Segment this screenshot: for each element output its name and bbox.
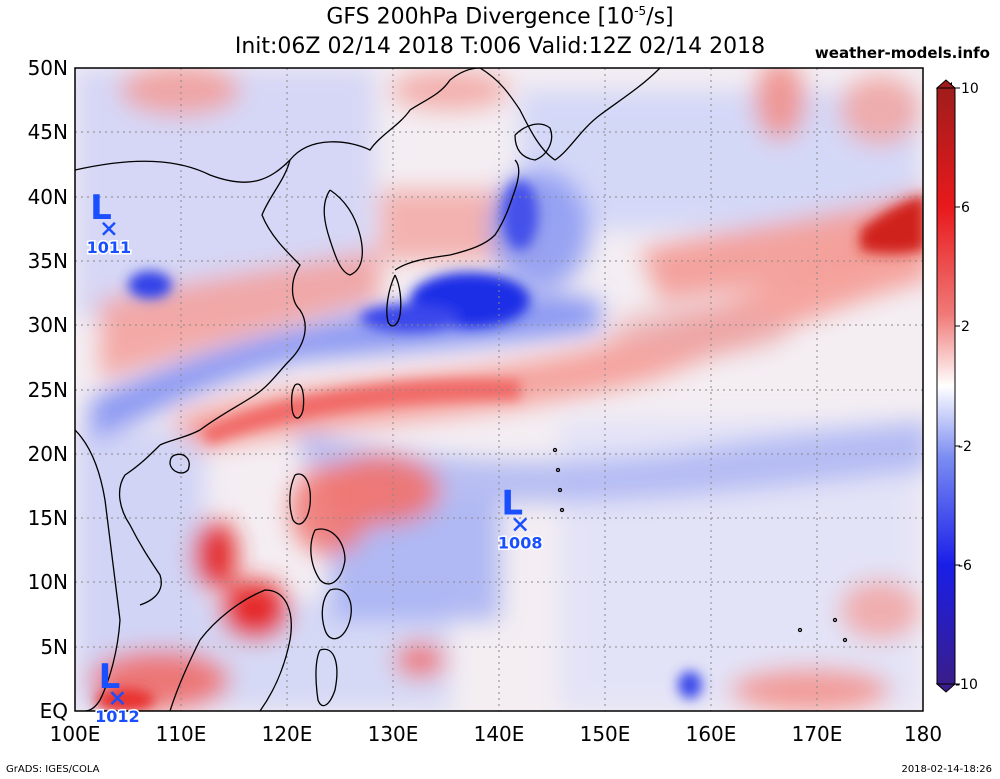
render-timestamp: 2018-02-14-18:26 [901, 764, 992, 775]
colorbar-label: 2 [961, 319, 970, 335]
grads-credit: GrADS: IGES/COLA [6, 764, 100, 775]
lat-label: 10N [28, 570, 68, 594]
lat-label: EQ [40, 699, 68, 723]
lat-label: 5N [40, 635, 68, 659]
low-letter: L [99, 657, 121, 697]
chart-subtitle: Init:06Z 02/14 2018 T:006 Valid:12Z 02/1… [234, 34, 766, 59]
lat-label: 45N [28, 120, 68, 144]
lon-label: 140E [474, 722, 525, 746]
lon-label: 170E [792, 722, 843, 746]
lat-label: 30N [28, 313, 68, 337]
lon-label: 110E [156, 722, 207, 746]
lon-label: 100E [50, 722, 101, 746]
lon-label: 180 [904, 722, 942, 746]
lat-label: 40N [28, 185, 68, 209]
colorbar-gradient [936, 87, 956, 685]
lat-axis: 50N 45N 40N 35N 30N 25N 20N 15N 10N 5N E… [28, 56, 68, 723]
colorbar: 10 6 2 -2 -6 -10 [935, 79, 979, 693]
site-label: weather-models.info [814, 44, 990, 62]
lon-label: 130E [368, 722, 419, 746]
map-frame [74, 67, 924, 712]
low-letter: L [90, 188, 112, 228]
lat-label: 25N [28, 378, 68, 402]
low-center-x-icon [110, 691, 125, 706]
coastlines [75, 68, 848, 711]
colorbar-label: 6 [961, 200, 970, 216]
chart-title: GFS 200hPa Divergence [10-5/s] [326, 4, 674, 30]
colorbar-label: -6 [958, 558, 972, 574]
low-pressure-value: 1011 [87, 238, 132, 257]
colorbar-label: 10 [961, 81, 979, 97]
colorbar-top-arrow [935, 79, 957, 89]
lat-label: 35N [28, 249, 68, 273]
lon-axis: 100E 110E 120E 130E 140E 150E 160E 170E … [50, 722, 943, 746]
lat-label: 50N [28, 56, 68, 80]
low-marker: L 1008 [496, 484, 544, 555]
lat-label: 20N [28, 442, 68, 466]
low-pressure-markers: L 1011 L 1008 L 1012 [85, 188, 544, 728]
lon-label: 120E [262, 722, 313, 746]
colorbar-label: -2 [958, 439, 972, 455]
low-center-x-icon [513, 517, 528, 532]
low-pressure-value: 1008 [498, 534, 543, 553]
low-marker: L 1011 [85, 188, 133, 259]
lat-label: 15N [28, 506, 68, 530]
divergence-field [75, 68, 923, 711]
colorbar-bottom-arrow [935, 683, 957, 693]
low-center-x-icon [102, 221, 116, 236]
low-marker: L 1012 [94, 657, 142, 728]
low-letter: L [501, 484, 523, 524]
lon-label: 160E [686, 722, 737, 746]
lon-label: 150E [580, 722, 631, 746]
low-pressure-value: 1012 [95, 707, 140, 726]
colorbar-label: -10 [955, 677, 978, 693]
